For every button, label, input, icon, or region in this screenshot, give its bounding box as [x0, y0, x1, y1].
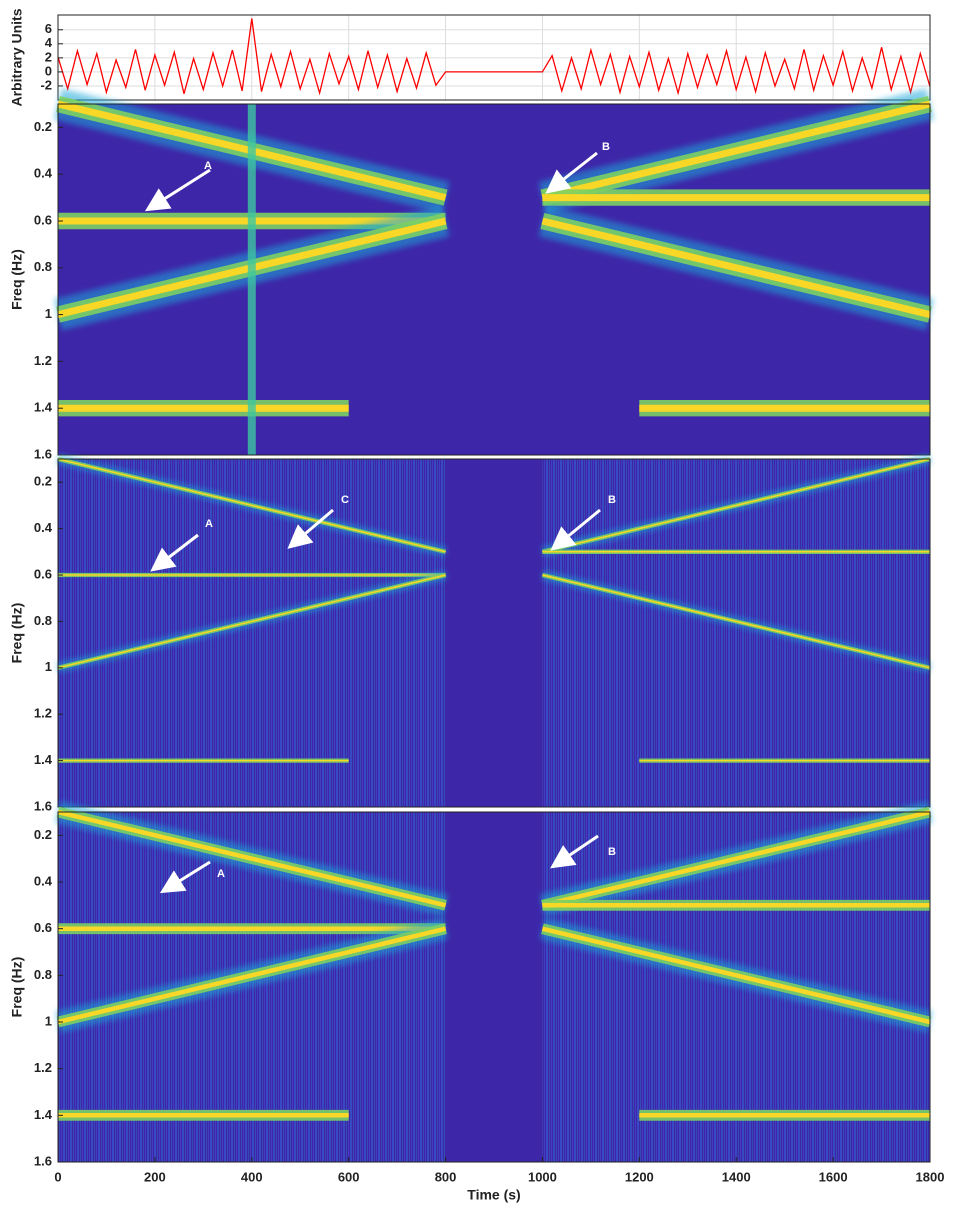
track: [541, 217, 931, 319]
track: [542, 458, 931, 553]
plot-frame: [57, 458, 931, 808]
gap-region: [445, 459, 543, 807]
track: [57, 926, 447, 1025]
annotation-label: A: [205, 518, 213, 530]
y-tick-label: 0.6: [34, 566, 52, 581]
y-tick-label: 2: [45, 49, 52, 64]
y-tick-label: 1.6: [34, 1153, 52, 1168]
track: [541, 926, 931, 1025]
plot-frame: [57, 811, 931, 1163]
signal-line: [57, 18, 931, 96]
y-tick-label: 0.6: [34, 212, 52, 227]
annotation-arrow: [287, 508, 334, 549]
y-tick-label: 0.6: [34, 920, 52, 935]
track: [57, 809, 447, 908]
y-tick-label: 0.4: [34, 520, 53, 535]
annotation-label: B: [602, 141, 610, 153]
y-tick-label: 1: [45, 306, 52, 321]
y-tick-label: 1.4: [34, 400, 53, 415]
x-tick-label: 1400: [722, 1169, 751, 1184]
x-axis-label: Time (s): [467, 1187, 520, 1203]
y-axis-label: Arbitrary Units: [9, 8, 25, 106]
y-tick-label: -2: [40, 77, 52, 92]
plot-frame: [57, 103, 931, 456]
annotation-arrow: [150, 533, 199, 572]
x-tick-label: 200: [144, 1169, 166, 1184]
y-tick-label: 1.6: [34, 446, 52, 461]
y-tick-label: 4: [45, 35, 53, 50]
annotation-label: B: [608, 846, 616, 858]
y-tick-label: 6: [45, 21, 52, 36]
track: [541, 809, 931, 908]
y-axis-label: Freq (Hz): [9, 249, 25, 310]
annotation-arrow: [144, 168, 211, 212]
x-tick-label: 1000: [528, 1169, 557, 1184]
annotation-label: A: [204, 160, 212, 172]
y-tick-label: 0.8: [34, 613, 52, 628]
x-tick-label: 800: [435, 1169, 457, 1184]
y-tick-label: 1: [45, 1013, 52, 1028]
y-tick-label: 0: [45, 63, 52, 78]
x-tick-label: 600: [338, 1169, 360, 1184]
y-tick-label: 0.8: [34, 259, 52, 274]
y-tick-label: 0.4: [34, 873, 53, 888]
y-axis-label: Freq (Hz): [9, 603, 25, 664]
y-tick-label: 1.4: [34, 1107, 53, 1122]
annotation-arrow: [550, 508, 601, 551]
track: [57, 458, 446, 553]
y-tick-label: 0.8: [34, 967, 52, 982]
y-axis-label: Freq (Hz): [9, 957, 25, 1018]
gap-region: [445, 104, 543, 455]
x-tick-label: 1200: [625, 1169, 654, 1184]
track: [542, 574, 931, 669]
annotation-arrow: [159, 860, 211, 894]
annotation-arrow: [545, 151, 598, 194]
y-tick-label: 1.4: [34, 752, 53, 767]
annotation-arrow: [550, 834, 599, 869]
y-tick-label: 0.2: [34, 474, 52, 489]
y-tick-label: 1.2: [34, 706, 52, 721]
x-tick-label: 1600: [819, 1169, 848, 1184]
x-tick-label: 400: [241, 1169, 263, 1184]
x-tick-label: 0: [54, 1169, 61, 1184]
y-tick-label: 0.2: [34, 119, 52, 134]
annotation-label: C: [341, 494, 349, 506]
x-tick-label: 1800: [916, 1169, 945, 1184]
annotation-label: A: [217, 868, 225, 880]
y-tick-label: 0.4: [34, 166, 53, 181]
y-tick-label: 1.6: [34, 798, 52, 813]
gap-region: [445, 812, 543, 1162]
y-tick-label: 1: [45, 659, 52, 674]
y-tick-label: 0.2: [34, 827, 52, 842]
track: [57, 574, 446, 669]
y-tick-label: 1.2: [34, 353, 52, 368]
annotation-label: B: [608, 494, 616, 506]
y-tick-label: 1.2: [34, 1060, 52, 1075]
